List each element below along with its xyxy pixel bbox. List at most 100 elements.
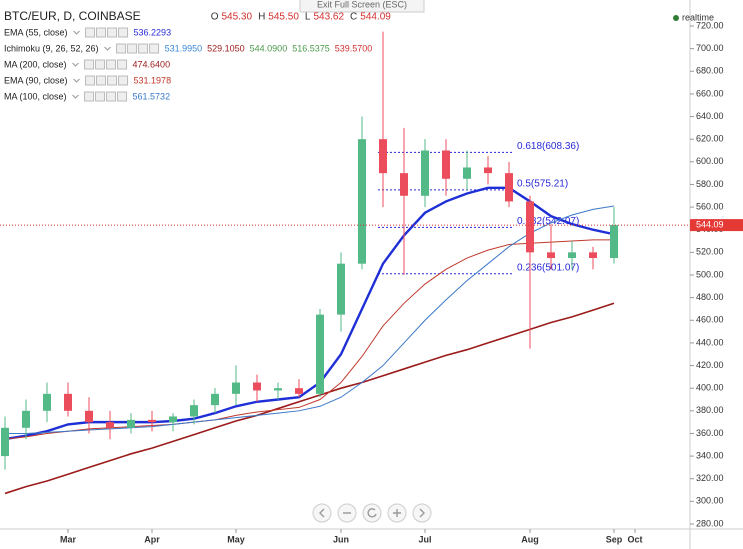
legend-button <box>116 43 127 54</box>
legend-button <box>96 75 107 86</box>
legend-button <box>118 75 129 86</box>
candle-body <box>22 410 30 428</box>
candle-body <box>484 167 492 174</box>
legend-dropdown <box>73 30 80 35</box>
candle-body <box>148 419 156 423</box>
legend-button <box>84 91 95 102</box>
candle-body <box>589 252 597 259</box>
legend-button <box>106 91 117 102</box>
legend-button <box>149 43 160 54</box>
y-tick-label: 420.00 <box>696 360 724 370</box>
legend-name: EMA (55, close) <box>4 27 68 37</box>
candle-body <box>1 427 9 457</box>
legend-button <box>106 59 117 70</box>
legend-name: Ichimoku (9, 26, 52, 26) <box>4 43 99 53</box>
legend-value: 544.0900 <box>250 43 288 53</box>
legend-value: 531.1978 <box>134 75 172 85</box>
legend-name: MA (200, close) <box>4 59 67 69</box>
legend-button <box>118 27 129 38</box>
candle-body <box>568 252 576 259</box>
ohlc-key: C <box>350 12 357 23</box>
realtime-label: realtime <box>682 12 714 22</box>
candle-body <box>337 263 345 315</box>
y-tick-label: 280.00 <box>696 518 724 528</box>
legend-button <box>117 91 128 102</box>
candle-body <box>547 252 555 259</box>
legend-dropdown <box>104 46 111 51</box>
legend-button <box>84 59 95 70</box>
y-tick-label: 340.00 <box>696 450 724 460</box>
candle-body <box>400 173 408 196</box>
legend-button <box>95 91 106 102</box>
legend-dropdown <box>72 94 79 99</box>
legend-button <box>117 59 128 70</box>
indicator-line <box>4 302 615 495</box>
x-tick-label: Mar <box>60 534 77 544</box>
reset[interactable] <box>362 503 382 523</box>
y-tick-label: 360.00 <box>696 428 724 438</box>
x-tick-label: Sep <box>606 534 623 544</box>
candle-body <box>358 139 366 264</box>
y-tick-label: 620.00 <box>696 134 724 144</box>
y-tick-label: 300.00 <box>696 496 724 506</box>
y-tick-label: 520.00 <box>696 247 724 257</box>
legend-button <box>138 43 149 54</box>
fib-label: 0.618(608.36) <box>517 141 579 152</box>
candle-body <box>610 225 618 259</box>
legend-value: 474.6400 <box>133 59 171 69</box>
exit-fullscreen-label: Exit Full Screen (ESC) <box>317 0 407 9</box>
candle-body <box>463 167 471 179</box>
realtime-dot <box>673 15 679 21</box>
legend-button <box>127 43 138 54</box>
legend-dropdown <box>73 78 80 83</box>
candle-body <box>316 314 324 394</box>
ohlc-value: 544.09 <box>360 12 391 23</box>
y-tick-label: 660.00 <box>696 88 724 98</box>
candle-body <box>64 393 72 411</box>
legend-value: 539.5700 <box>335 43 373 53</box>
y-tick-label: 720.00 <box>696 20 724 30</box>
scroll-left[interactable] <box>312 503 332 523</box>
candle-body <box>127 419 135 428</box>
legend-name: EMA (90, close) <box>4 75 68 85</box>
legend-button <box>85 75 96 86</box>
candle-body <box>190 405 198 417</box>
x-tick-label: Jul <box>418 534 431 544</box>
scroll-right[interactable] <box>412 503 432 523</box>
legend-value: 561.5732 <box>133 91 171 101</box>
legend-button <box>107 27 118 38</box>
legend-name: MA (100, close) <box>4 91 67 101</box>
candle-body <box>505 173 513 202</box>
y-tick-label: 380.00 <box>696 405 724 415</box>
x-tick-label: Apr <box>144 534 160 544</box>
y-tick-label: 400.00 <box>696 383 724 393</box>
y-tick-label: 680.00 <box>696 66 724 76</box>
legend-value: 516.5375 <box>292 43 330 53</box>
legend-button <box>96 27 107 38</box>
legend-value: 536.2293 <box>134 27 172 37</box>
y-tick-label: 700.00 <box>696 43 724 53</box>
legend-button <box>85 27 96 38</box>
indicator-line <box>5 205 615 434</box>
last-price-box <box>690 219 743 232</box>
y-tick-label: 640.00 <box>696 111 724 121</box>
legend-button <box>107 75 118 86</box>
y-tick-label: 460.00 <box>696 315 724 325</box>
fib-label: 0.5(575.21) <box>517 179 568 190</box>
exit-fullscreen[interactable] <box>299 0 425 13</box>
icon-plus <box>393 509 401 517</box>
ohlc-key: H <box>258 12 265 23</box>
y-tick-label: 500.00 <box>696 269 724 279</box>
candle-body <box>85 410 93 423</box>
x-tick-label: Jun <box>333 534 349 544</box>
candle-body <box>211 393 219 406</box>
x-tick-label: Aug <box>521 534 539 544</box>
candle-body <box>253 382 261 391</box>
symbol-title: BTC/EUR, D, COINBASE <box>4 9 141 23</box>
x-tick-label: May <box>227 534 245 544</box>
y-tick-label: 600.00 <box>696 156 724 166</box>
nav-icons <box>319 508 425 518</box>
candle-body <box>274 388 282 391</box>
candle-body <box>526 201 534 253</box>
candle-body <box>421 150 429 196</box>
